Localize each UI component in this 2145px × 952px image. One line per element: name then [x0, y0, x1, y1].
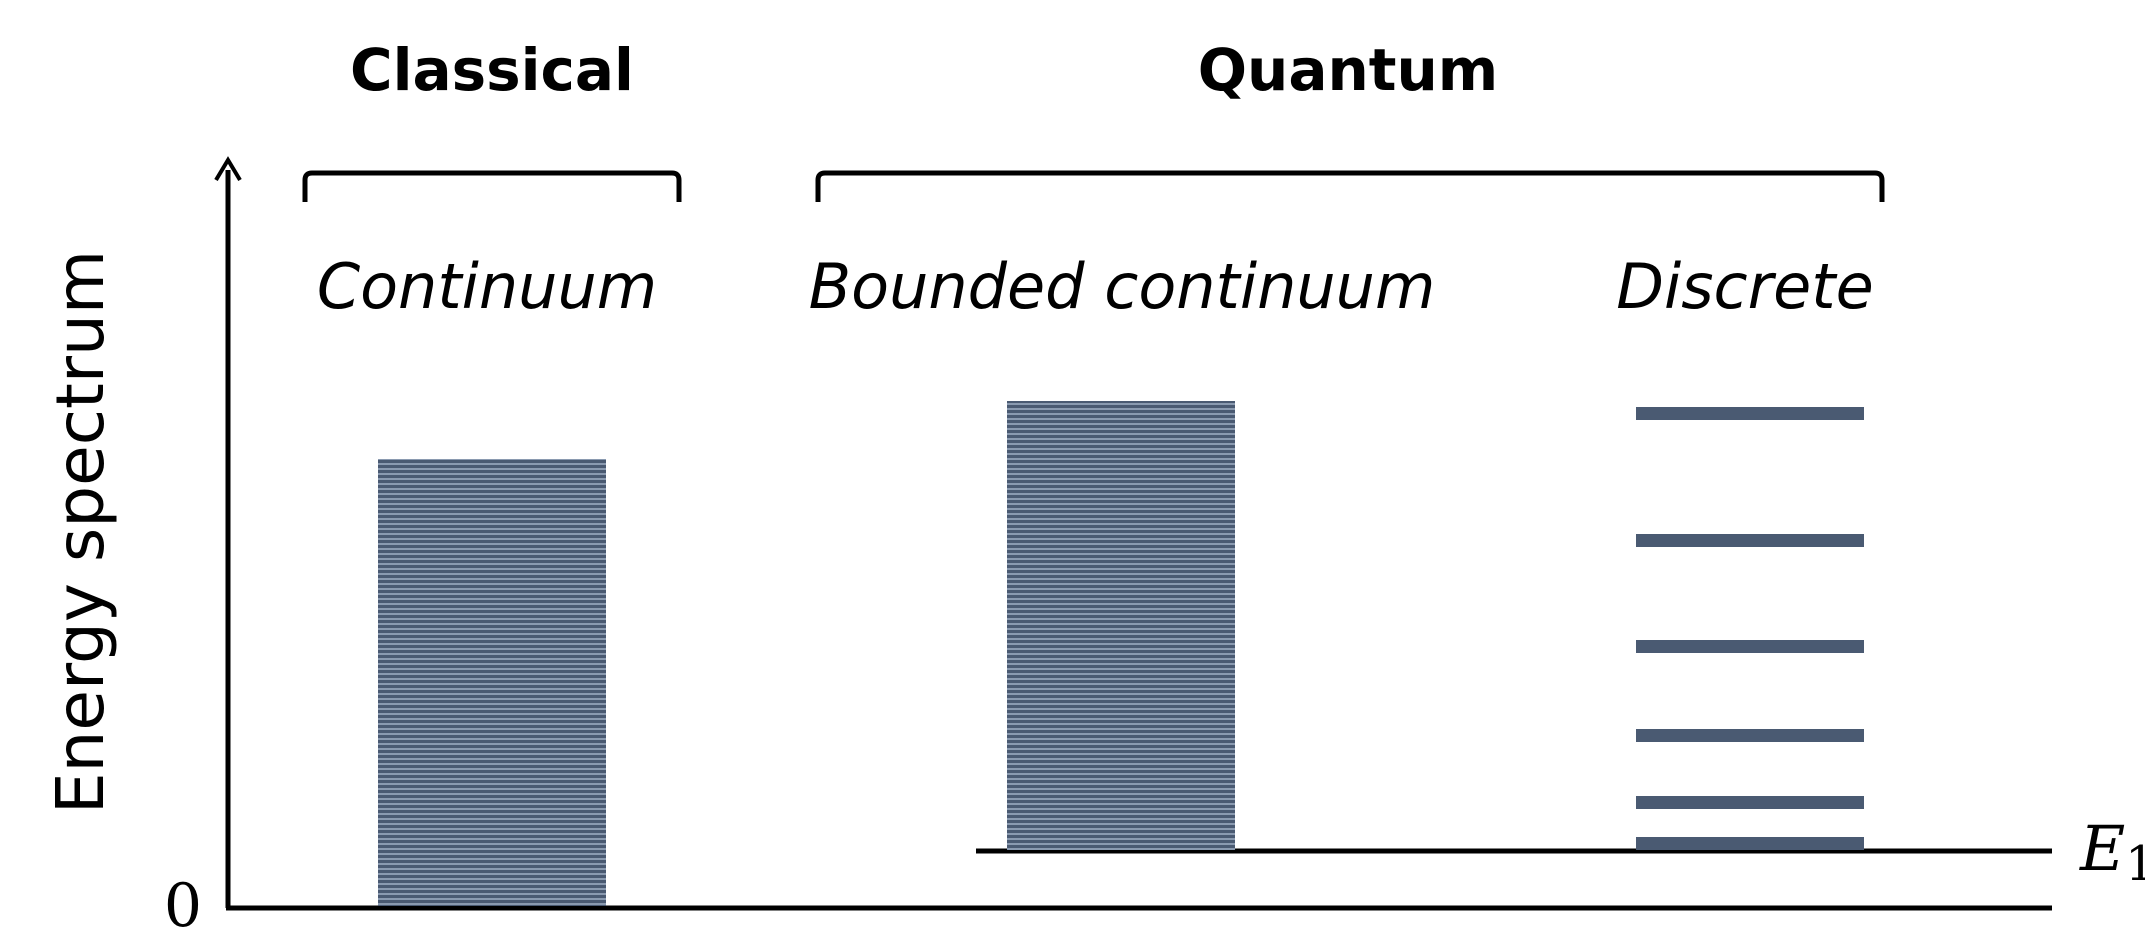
origin-label: 0 — [164, 871, 202, 941]
bounded-continuum-band — [1007, 401, 1235, 850]
ground-state-subscript: 1 — [2125, 836, 2145, 892]
classical-continuum-band — [378, 459, 606, 906]
discrete-level-1 — [1636, 837, 1864, 850]
discrete-level-2 — [1636, 796, 1864, 809]
discrete-level-3 — [1636, 729, 1864, 742]
discrete-level-5 — [1636, 534, 1864, 547]
discrete-label: Discrete — [1616, 250, 1873, 323]
axis-title: Energy spectrum — [42, 250, 119, 814]
axis-arrow-icon — [214, 156, 242, 182]
ground-state-label: E1 — [2079, 812, 2145, 892]
bounded-continuum-label: Bounded continuum — [809, 250, 1436, 323]
classical-heading: Classical — [350, 36, 634, 104]
classical-bracket — [302, 170, 682, 202]
quantum-heading: Quantum — [1198, 36, 1498, 104]
discrete-level-6 — [1636, 407, 1864, 420]
quantum-bracket — [815, 170, 1885, 202]
ground-state-letter: E — [2079, 812, 2125, 885]
discrete-levels — [1636, 407, 1864, 850]
discrete-level-4 — [1636, 640, 1864, 653]
continuum-label: Continuum — [317, 250, 657, 323]
